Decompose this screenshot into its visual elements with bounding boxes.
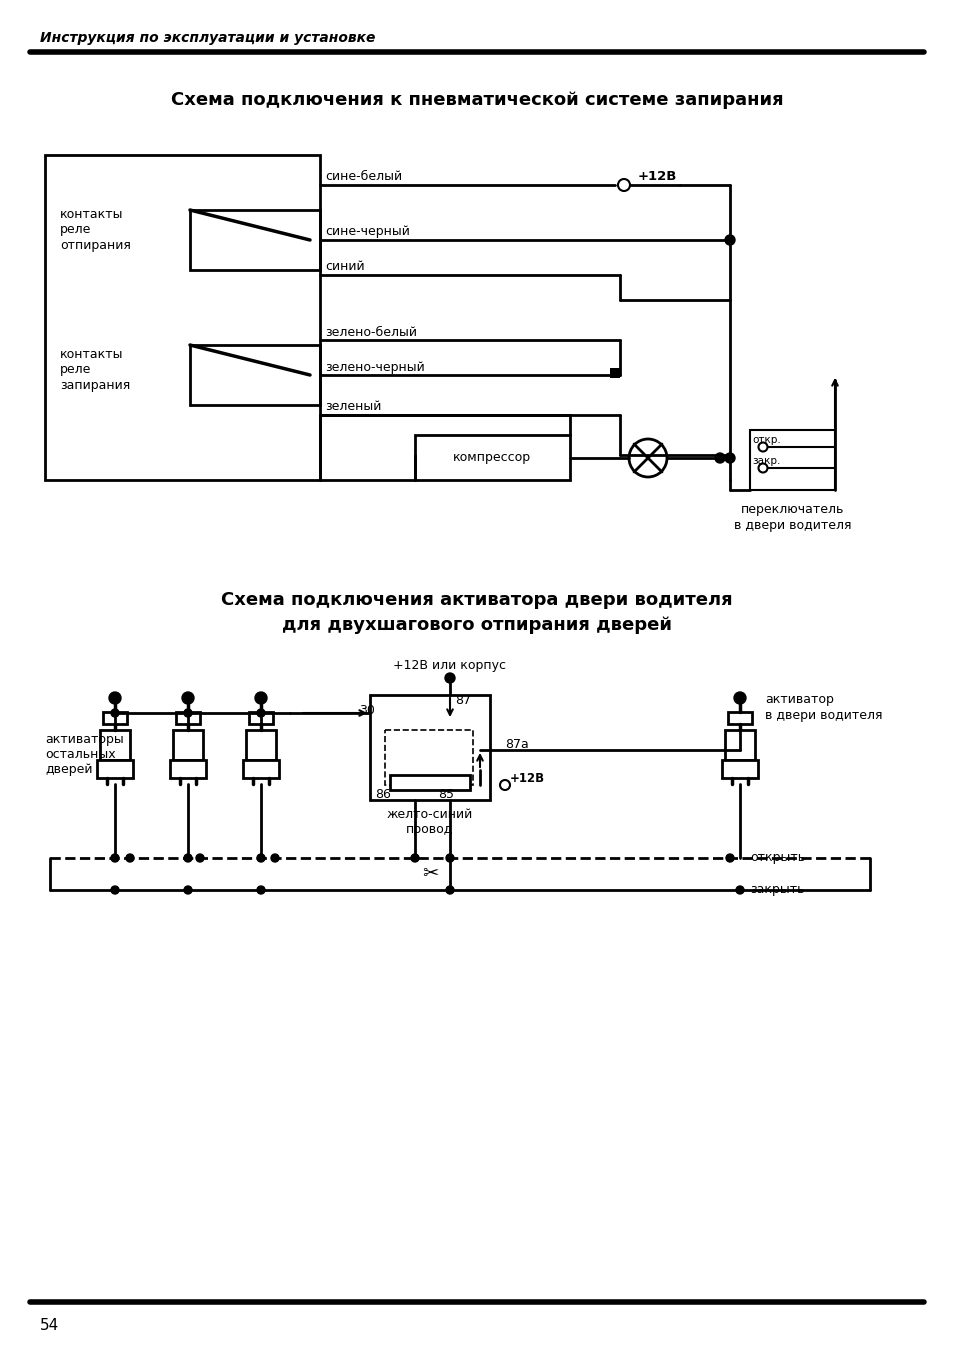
Text: Схема подключения к пневматической системе запирания: Схема подключения к пневматической систе… <box>171 91 782 110</box>
Circle shape <box>256 854 265 863</box>
Bar <box>100 730 130 760</box>
Text: 86: 86 <box>375 788 391 802</box>
Circle shape <box>256 708 265 717</box>
Circle shape <box>735 886 743 894</box>
Text: синий: синий <box>325 261 364 273</box>
Circle shape <box>195 854 204 863</box>
Bar <box>749 430 834 489</box>
Bar <box>170 760 206 777</box>
Circle shape <box>182 692 193 704</box>
Circle shape <box>271 854 278 863</box>
Circle shape <box>184 886 192 894</box>
Circle shape <box>725 854 733 863</box>
Text: закр.: закр. <box>751 456 780 466</box>
Text: активатор: активатор <box>764 694 833 707</box>
Text: откр.: откр. <box>751 435 780 445</box>
Circle shape <box>256 886 265 894</box>
Text: провод: провод <box>406 823 454 837</box>
Circle shape <box>184 708 192 717</box>
Circle shape <box>126 854 133 863</box>
Bar <box>727 713 751 725</box>
Text: 87a: 87a <box>504 738 528 752</box>
Bar <box>190 210 319 270</box>
Bar <box>415 435 569 480</box>
Text: 30: 30 <box>358 703 375 717</box>
Bar <box>609 368 619 379</box>
Bar <box>243 760 278 777</box>
Circle shape <box>444 673 455 683</box>
Bar <box>172 730 203 760</box>
Text: активаторы: активаторы <box>45 734 124 746</box>
Circle shape <box>109 692 121 704</box>
Text: отпирания: отпирания <box>60 238 131 251</box>
Text: в двери водителя: в двери водителя <box>734 519 851 531</box>
Text: открыть: открыть <box>749 852 804 864</box>
Text: +12В: +12В <box>510 772 544 784</box>
Text: 85: 85 <box>437 788 454 802</box>
Bar <box>97 760 132 777</box>
Bar <box>385 730 473 786</box>
Circle shape <box>724 235 734 245</box>
Text: дверей: дверей <box>45 764 92 776</box>
Text: желто-синий: желто-синий <box>387 808 473 822</box>
Circle shape <box>446 854 454 863</box>
Bar <box>249 713 273 725</box>
Text: реле: реле <box>60 223 91 237</box>
Text: сине-черный: сине-черный <box>325 226 410 238</box>
Circle shape <box>411 854 418 863</box>
Text: реле: реле <box>60 364 91 376</box>
Text: закрыть: закрыть <box>749 883 803 896</box>
Text: зелено-черный: зелено-черный <box>325 361 424 373</box>
Text: +12В: +12В <box>638 170 677 184</box>
Text: для двухшагового отпирания дверей: для двухшагового отпирания дверей <box>282 617 671 634</box>
Circle shape <box>254 692 267 704</box>
Text: +12В или корпус: +12В или корпус <box>393 658 506 672</box>
Text: зеленый: зеленый <box>325 400 381 414</box>
Bar <box>103 713 127 725</box>
Bar <box>724 730 754 760</box>
Circle shape <box>111 886 119 894</box>
Circle shape <box>714 453 724 462</box>
Bar <box>370 695 490 800</box>
Text: запирания: запирания <box>60 379 131 392</box>
Text: 54: 54 <box>40 1317 59 1333</box>
Bar <box>190 345 319 406</box>
Circle shape <box>724 453 734 462</box>
Text: остальных: остальных <box>45 749 115 761</box>
Bar <box>246 730 275 760</box>
Text: переключатель: переключатель <box>740 503 843 516</box>
Text: зелено-белый: зелено-белый <box>325 326 416 338</box>
Bar <box>390 775 470 790</box>
Text: контакты: контакты <box>60 208 123 222</box>
Text: 87: 87 <box>455 694 471 707</box>
Text: в двери водителя: в двери водителя <box>764 708 882 722</box>
Bar <box>175 713 200 725</box>
Text: контакты: контакты <box>60 349 123 361</box>
Circle shape <box>184 854 192 863</box>
Circle shape <box>111 854 119 863</box>
Bar <box>721 760 758 777</box>
Text: ✂: ✂ <box>421 864 437 883</box>
Text: Инструкция по эксплуатации и установке: Инструкция по эксплуатации и установке <box>40 31 375 45</box>
Circle shape <box>111 708 119 717</box>
Text: сине-белый: сине-белый <box>325 170 402 184</box>
Text: компрессор: компрессор <box>453 452 531 465</box>
Circle shape <box>446 886 454 894</box>
Circle shape <box>733 692 745 704</box>
Bar <box>45 155 319 480</box>
Text: Схема подключения активатора двери водителя: Схема подключения активатора двери водит… <box>221 591 732 608</box>
